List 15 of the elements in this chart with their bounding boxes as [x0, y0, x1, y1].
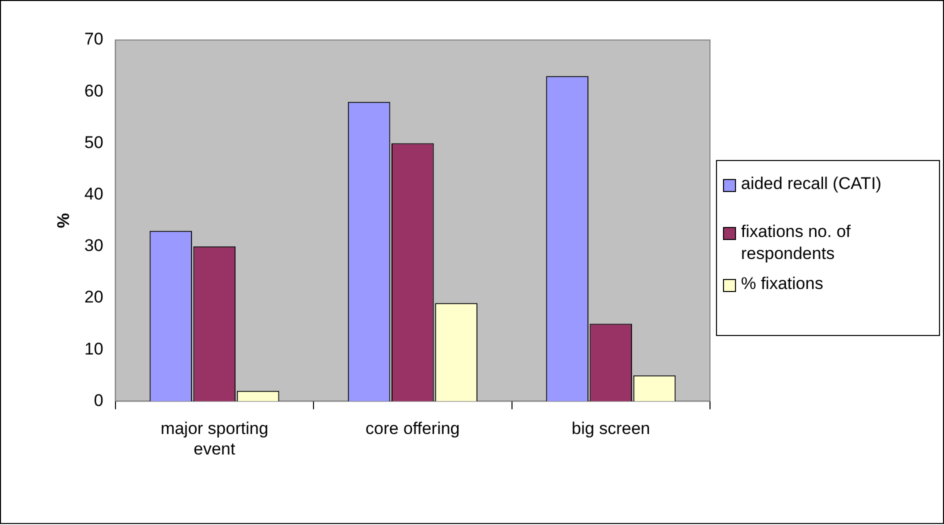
y-tick-label: 10	[84, 339, 104, 358]
y-axis-title: %	[54, 213, 73, 228]
y-tick-label: 40	[84, 184, 104, 204]
y-tick-label: 0	[94, 390, 104, 410]
legend-label: fixations no. of respondents	[741, 221, 852, 265]
y-tick-label: 50	[84, 132, 104, 152]
x-tick-label: core offering	[366, 419, 460, 438]
x-tick-label: major sporting event	[160, 419, 268, 458]
y-tick-label: 60	[84, 81, 104, 100]
legend-label: aided recall (CATI)	[741, 173, 882, 195]
legend-label: % fixations	[741, 273, 824, 295]
y-tick-label: 70	[84, 30, 104, 49]
y-tick-label: 20	[84, 288, 104, 307]
y-tick-label: 30	[84, 236, 104, 256]
x-tick-label: big screen	[572, 419, 650, 438]
